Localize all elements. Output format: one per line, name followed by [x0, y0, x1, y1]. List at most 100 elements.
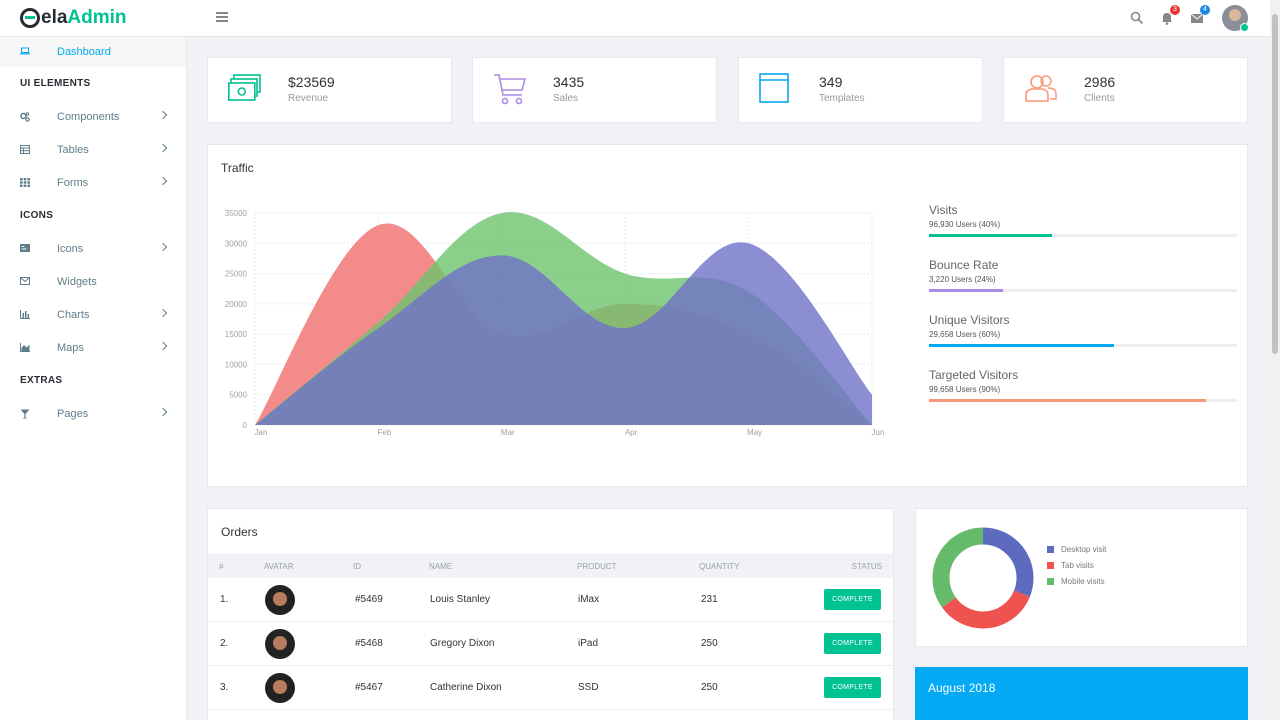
user-avatar[interactable] — [1222, 5, 1249, 32]
orders-panel: Orders # AVATAR ID NAME PRODUCT QUANTITY… — [207, 508, 894, 720]
traffic-panel: Traffic 0 5000 10000 15000 20000 25000 30000 35… — [207, 144, 1248, 487]
logo-suffix: Admin — [67, 7, 127, 28]
quantity: 231 — [701, 594, 718, 605]
progress-fill — [929, 399, 1207, 402]
chevron-right-icon — [158, 341, 168, 351]
progress-subtitle: 3,220 Users (24%) — [929, 275, 996, 284]
chevron-right-icon — [158, 407, 168, 417]
legend-swatch — [1047, 578, 1054, 585]
sidebar-item-widgets[interactable]: Widgets — [0, 265, 186, 298]
avatar — [265, 585, 295, 615]
column-header: PRODUCT — [577, 562, 617, 571]
order-id: #5467 — [355, 682, 383, 693]
column-header: NAME — [429, 562, 453, 571]
page-scrollbar[interactable] — [1270, 0, 1280, 720]
cogs-icon — [20, 111, 30, 122]
sidebar-heading-ui-elements: UI ELEMENTS — [20, 78, 91, 89]
table-row[interactable]: 2. #5468 Gregory Dixon iPad 250 COMPLETE — [208, 622, 893, 666]
order-id: #5469 — [355, 594, 383, 605]
row-number: 2. — [220, 638, 229, 649]
status-badge[interactable]: COMPLETE — [824, 589, 881, 610]
notifications-badge: 3 — [1170, 5, 1180, 15]
x-tick-label: May — [747, 428, 762, 437]
logo-prefix: ela — [41, 7, 68, 28]
stat-card-sales: 3435 Sales — [472, 57, 717, 123]
progress-bounce-rate: Bounce Rate 3,220 Users (24%) — [929, 258, 1237, 292]
row-number: 1. — [220, 594, 229, 605]
column-header: QUANTITY — [699, 562, 740, 571]
traffic-chart: 0 5000 10000 15000 20000 25000 30000 35000 Jan Fe… — [225, 209, 885, 437]
messages-badge: 4 — [1200, 5, 1210, 15]
legend-item-mobile: Mobile visits — [1047, 577, 1105, 586]
legend-item-tab: Tab visits — [1047, 561, 1094, 570]
sidebar-item-label: Pages — [57, 407, 89, 420]
avatar — [265, 673, 295, 703]
donut-slice-2 — [932, 527, 1034, 629]
stat-value: 349 — [819, 74, 843, 90]
sidebar-item-forms[interactable]: Forms — [0, 166, 186, 199]
panel-title: Traffic — [221, 161, 254, 175]
y-tick-label: 0 — [243, 421, 248, 430]
customer-name: Louis Stanley — [430, 594, 491, 605]
calendar-month-title: August 2018 — [928, 681, 996, 695]
sidebar-item-label: Forms — [57, 176, 89, 189]
table-row[interactable]: 3. #5467 Catherine Dixon SSD 250 COMPLET… — [208, 666, 893, 710]
hamburger-menu-icon[interactable] — [216, 12, 228, 23]
sidebar-item-components[interactable]: Components — [0, 100, 186, 133]
status-badge[interactable]: COMPLETE — [824, 677, 881, 698]
progress-targeted-visitors: Targeted Visitors 99,658 Users (90%) — [929, 368, 1237, 402]
row-number: 3. — [220, 682, 229, 693]
product: iPad — [578, 638, 599, 649]
legend-item-desktop: Desktop visit — [1047, 545, 1106, 554]
top-header: ela Admin 3 4 — [0, 0, 1270, 37]
quantity: 250 — [701, 682, 718, 693]
sidebar-heading-icons: ICONS — [20, 210, 54, 221]
y-tick-label: 10000 — [225, 360, 248, 369]
order-id: #5468 — [355, 638, 383, 649]
logo[interactable]: ela Admin — [20, 7, 127, 29]
sidebar-item-charts[interactable]: Charts — [0, 298, 186, 331]
status-badge[interactable]: COMPLETE — [824, 633, 881, 654]
bell-icon[interactable]: 3 — [1160, 5, 1180, 25]
sidebar-item-pages[interactable]: Pages — [0, 397, 186, 430]
x-tick-label: Feb — [378, 428, 392, 437]
sidebar-item-dashboard[interactable]: Dashboard — [0, 37, 186, 67]
table-row[interactable]: 1. #5469 Louis Stanley iMax 231 COMPLETE — [208, 578, 893, 622]
chevron-right-icon — [158, 176, 168, 186]
stat-label: Revenue — [288, 93, 329, 104]
progress-title: Unique Visitors — [929, 313, 1010, 327]
visits-donut-chart — [932, 527, 1034, 629]
stat-card-templates: 349 Templates — [738, 57, 983, 123]
sidebar-item-label: Components — [57, 110, 120, 123]
mail-icon[interactable]: 4 — [1190, 5, 1210, 25]
progress-visits: Visits 96,930 Users (40%) — [929, 203, 1237, 237]
stat-value: 3435 — [553, 74, 585, 90]
sidebar-item-tables[interactable]: Tables — [0, 133, 186, 166]
chevron-right-icon — [158, 110, 168, 120]
grid-icon — [20, 177, 30, 188]
legend-swatch — [1047, 562, 1054, 569]
column-header: ID — [353, 562, 361, 571]
x-tick-label: Jun — [872, 428, 885, 437]
progress-fill — [929, 234, 1053, 237]
stat-card-clients: 2986 Clients — [1003, 57, 1248, 123]
sidebar-item-label: Dashboard — [57, 46, 111, 58]
table-header: # AVATAR ID NAME PRODUCT QUANTITY STATUS — [208, 554, 893, 578]
progress-unique-visitors: Unique Visitors 29,658 Users (60%) — [929, 313, 1237, 347]
y-tick-label: 35000 — [225, 209, 248, 218]
column-header: STATUS — [851, 562, 882, 571]
legend-label: Tab visits — [1061, 561, 1094, 570]
stat-label: Templates — [819, 93, 865, 104]
stat-value: $23569 — [288, 74, 335, 90]
sidebar: Dashboard UI ELEMENTS Components Tables … — [0, 37, 187, 720]
progress-track — [929, 399, 1237, 402]
glass-icon — [20, 409, 30, 419]
sidebar-item-label: Icons — [57, 242, 84, 255]
sidebar-item-icons[interactable]: Icons — [0, 232, 186, 265]
scrollbar-thumb[interactable] — [1272, 14, 1278, 354]
search-icon[interactable] — [1130, 11, 1144, 25]
column-header: # — [219, 562, 224, 571]
legend-swatch — [1047, 546, 1054, 553]
stat-label: Clients — [1084, 93, 1115, 104]
sidebar-item-maps[interactable]: Maps — [0, 331, 186, 364]
